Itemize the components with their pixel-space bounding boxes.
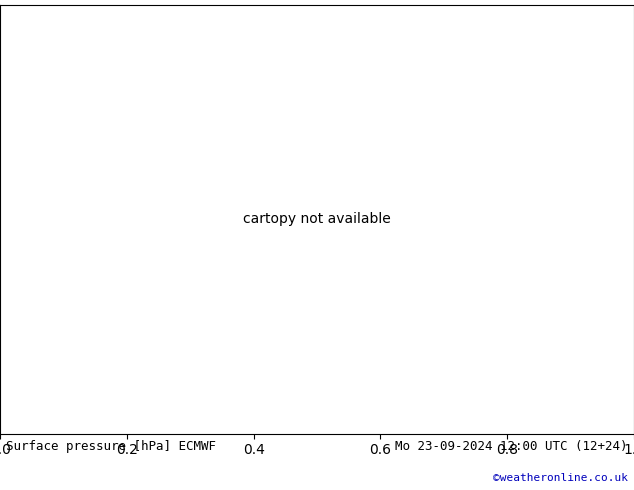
Text: Surface pressure [hPa] ECMWF: Surface pressure [hPa] ECMWF <box>6 440 216 453</box>
Text: cartopy not available: cartopy not available <box>243 212 391 226</box>
Text: ©weatheronline.co.uk: ©weatheronline.co.uk <box>493 473 628 483</box>
Text: Mo 23-09-2024 12:00 UTC (12+24): Mo 23-09-2024 12:00 UTC (12+24) <box>395 440 628 453</box>
